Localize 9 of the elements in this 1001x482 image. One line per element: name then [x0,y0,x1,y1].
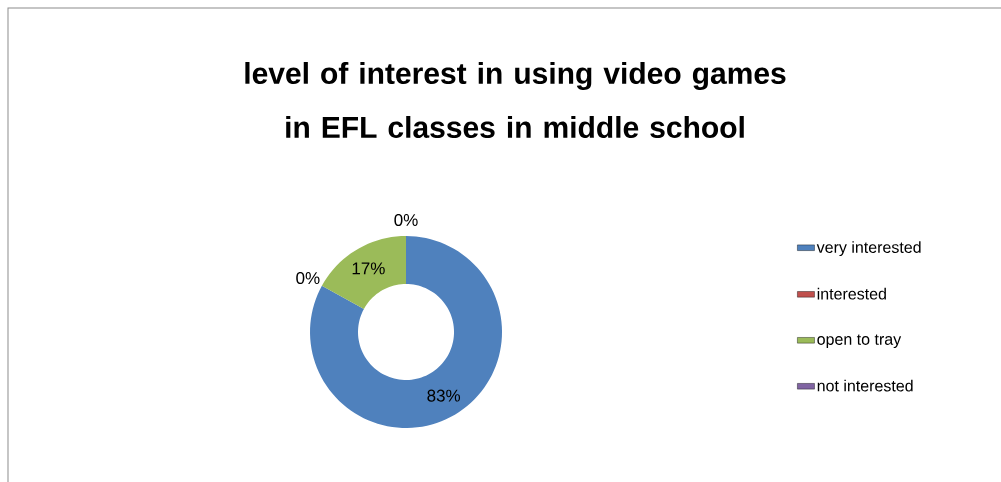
legend-label: very interested [816,241,921,257]
legend-label: open to tray [817,334,902,349]
text: 0% [296,272,320,285]
chart-title: level of interest in using video games in EFL classes in middle school [245,61,786,139]
data-label: 83% [427,389,461,402]
data-label: 17% [352,262,385,275]
legend-label: interested [817,287,886,300]
legend-label: not interested [817,379,913,392]
text: 0% [394,213,418,227]
